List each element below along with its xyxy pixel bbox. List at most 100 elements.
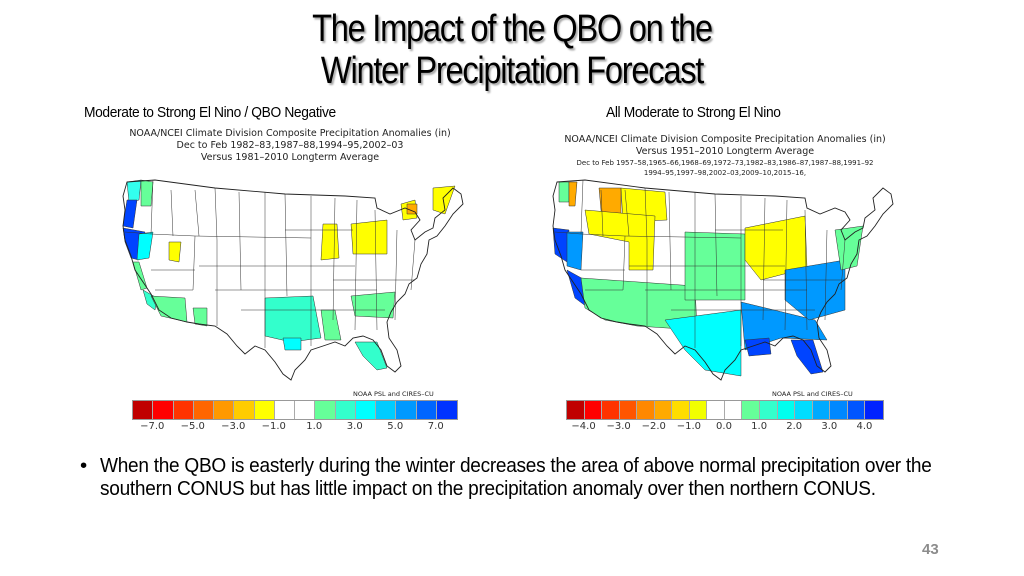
division-borders [554, 179, 846, 348]
right-map-header-line2: Versus 1951–2010 Longterm Average [635, 146, 815, 157]
colorbar-swatch [376, 401, 397, 419]
region-northern-california-interior [136, 231, 154, 261]
region-new-mexico-south [192, 307, 208, 327]
colorbar-tick-label: −4.0 [571, 421, 596, 432]
colorbar-tick-label: 3.0 [346, 421, 363, 432]
colorbar-swatch [315, 401, 336, 419]
title-line-2: Winter Precipitation Forecast [320, 50, 704, 92]
colorbar-tick-label: −7.0 [140, 421, 165, 432]
bullet-list: • When the QBO is easterly during the wi… [80, 454, 950, 500]
division-border [354, 199, 358, 331]
colorbar-swatch [295, 401, 316, 419]
region-washington-cascades [568, 181, 578, 207]
division-border [374, 209, 378, 331]
conus-outline [122, 179, 464, 381]
colorbar-swatch [707, 401, 725, 419]
colorbar-tick-label: −5.0 [180, 421, 205, 432]
left-map-header-line3: Versus 1981–2010 Longterm Average [200, 152, 380, 163]
division-border [580, 179, 584, 235]
page-number: 43 [922, 541, 939, 558]
region-lower-mississippi-valley [264, 295, 322, 343]
colorbar-swatch [795, 401, 813, 419]
right-colorbar [566, 400, 884, 420]
division-border [192, 235, 196, 291]
colorbar-swatch [830, 401, 848, 419]
colorbar-swatch [153, 401, 174, 419]
left-precip-map [122, 179, 464, 381]
region-california-central [566, 231, 584, 271]
region-florida [790, 339, 824, 375]
right-panel-label: All Moderate to Strong El Nino [606, 104, 781, 121]
colorbar-swatch [847, 401, 866, 419]
division-border [194, 235, 312, 239]
division-border [644, 187, 648, 241]
division-border [214, 187, 218, 241]
slide-title: The Impact of the QBO on the Winter Prec… [72, 8, 953, 92]
left-colorbar [132, 400, 458, 420]
division-border [554, 231, 582, 235]
region-southern-california [142, 289, 158, 311]
division-border [624, 189, 630, 237]
colorbar-tick-label: 3.0 [821, 421, 838, 432]
division-border [284, 193, 288, 297]
left-map-header: NOAA/NCEI Climate Division Composite Pre… [120, 128, 460, 164]
division-border [622, 235, 626, 291]
region-mid-atlantic [834, 225, 864, 271]
left-map-header-line1: NOAA/NCEI Climate Division Composite Pre… [129, 128, 451, 139]
division-border [804, 209, 808, 331]
right-map-credit: NOAA PSL and CIRES–CU [772, 390, 853, 398]
right-precip-map [552, 179, 894, 381]
division-border [668, 191, 672, 291]
colorbar-swatch [274, 401, 295, 419]
division-border [238, 191, 242, 291]
colorbar-tick-label: −1.0 [676, 421, 702, 432]
division-border [194, 189, 200, 237]
division-border [600, 189, 604, 237]
bullet-item: When the QBO is easterly during the wint… [100, 454, 932, 500]
right-map-header-line1: NOAA/NCEI Climate Division Composite Pre… [564, 134, 886, 145]
colorbar-tick-label: 0.0 [716, 421, 732, 432]
region-gulf-coast [740, 301, 828, 351]
colorbar-tick-label: 2.0 [786, 421, 803, 432]
colorbar-swatch [193, 401, 214, 419]
division-border [762, 197, 766, 321]
colorbar-swatch [672, 401, 690, 419]
colorbar-swatch [133, 401, 154, 419]
colorbar-swatch [637, 401, 655, 419]
division-border [124, 231, 152, 235]
region-ohio-valley [744, 215, 808, 281]
region-arizona [150, 295, 188, 323]
region-washington-coast [126, 179, 142, 203]
region-florida [354, 341, 388, 371]
division-border [332, 197, 336, 321]
division-border [784, 199, 788, 331]
colorbar-tick-label: −2.0 [641, 421, 666, 432]
colorbar-swatch [396, 401, 417, 419]
left-map-credit: NOAA PSL and CIRES–CU [353, 390, 434, 398]
colorbar-swatch [777, 401, 796, 419]
colorbar-swatch [724, 401, 743, 419]
colorbar-swatch [416, 401, 437, 419]
colorbar-tick-label: −3.0 [606, 421, 631, 432]
colorbar-tick-label: 7.0 [427, 421, 444, 432]
colorbar-swatch [355, 401, 376, 419]
colorbar-swatch [214, 401, 235, 419]
right-map-header-line4: 1994–95,1997–98,2002–03,2009–10,2015–16, [643, 169, 807, 177]
region-montana-east [620, 187, 668, 223]
colorbar-swatch [619, 401, 638, 419]
division-border [624, 235, 742, 239]
colorbar-swatch [654, 401, 673, 419]
colorbar-tick-label: −1.0 [261, 421, 286, 432]
region-louisiana-south [282, 337, 302, 351]
colorbar-swatch [689, 401, 708, 419]
colorbar-tick-label: 1.0 [751, 421, 768, 432]
bullet-marker: • [80, 454, 87, 477]
division-border [170, 189, 174, 237]
region-carolinas [350, 291, 396, 319]
region-utah-north [168, 241, 182, 263]
colorbar-swatch [335, 401, 356, 419]
colorbar-tick-label: 4.0 [856, 421, 873, 432]
region-idaho-washington-east [140, 179, 154, 207]
right-map-header-line3: Dec to Feb 1957–58,1965–66,1968–69,1972–… [576, 159, 874, 167]
region-ohio-indiana [320, 223, 340, 261]
